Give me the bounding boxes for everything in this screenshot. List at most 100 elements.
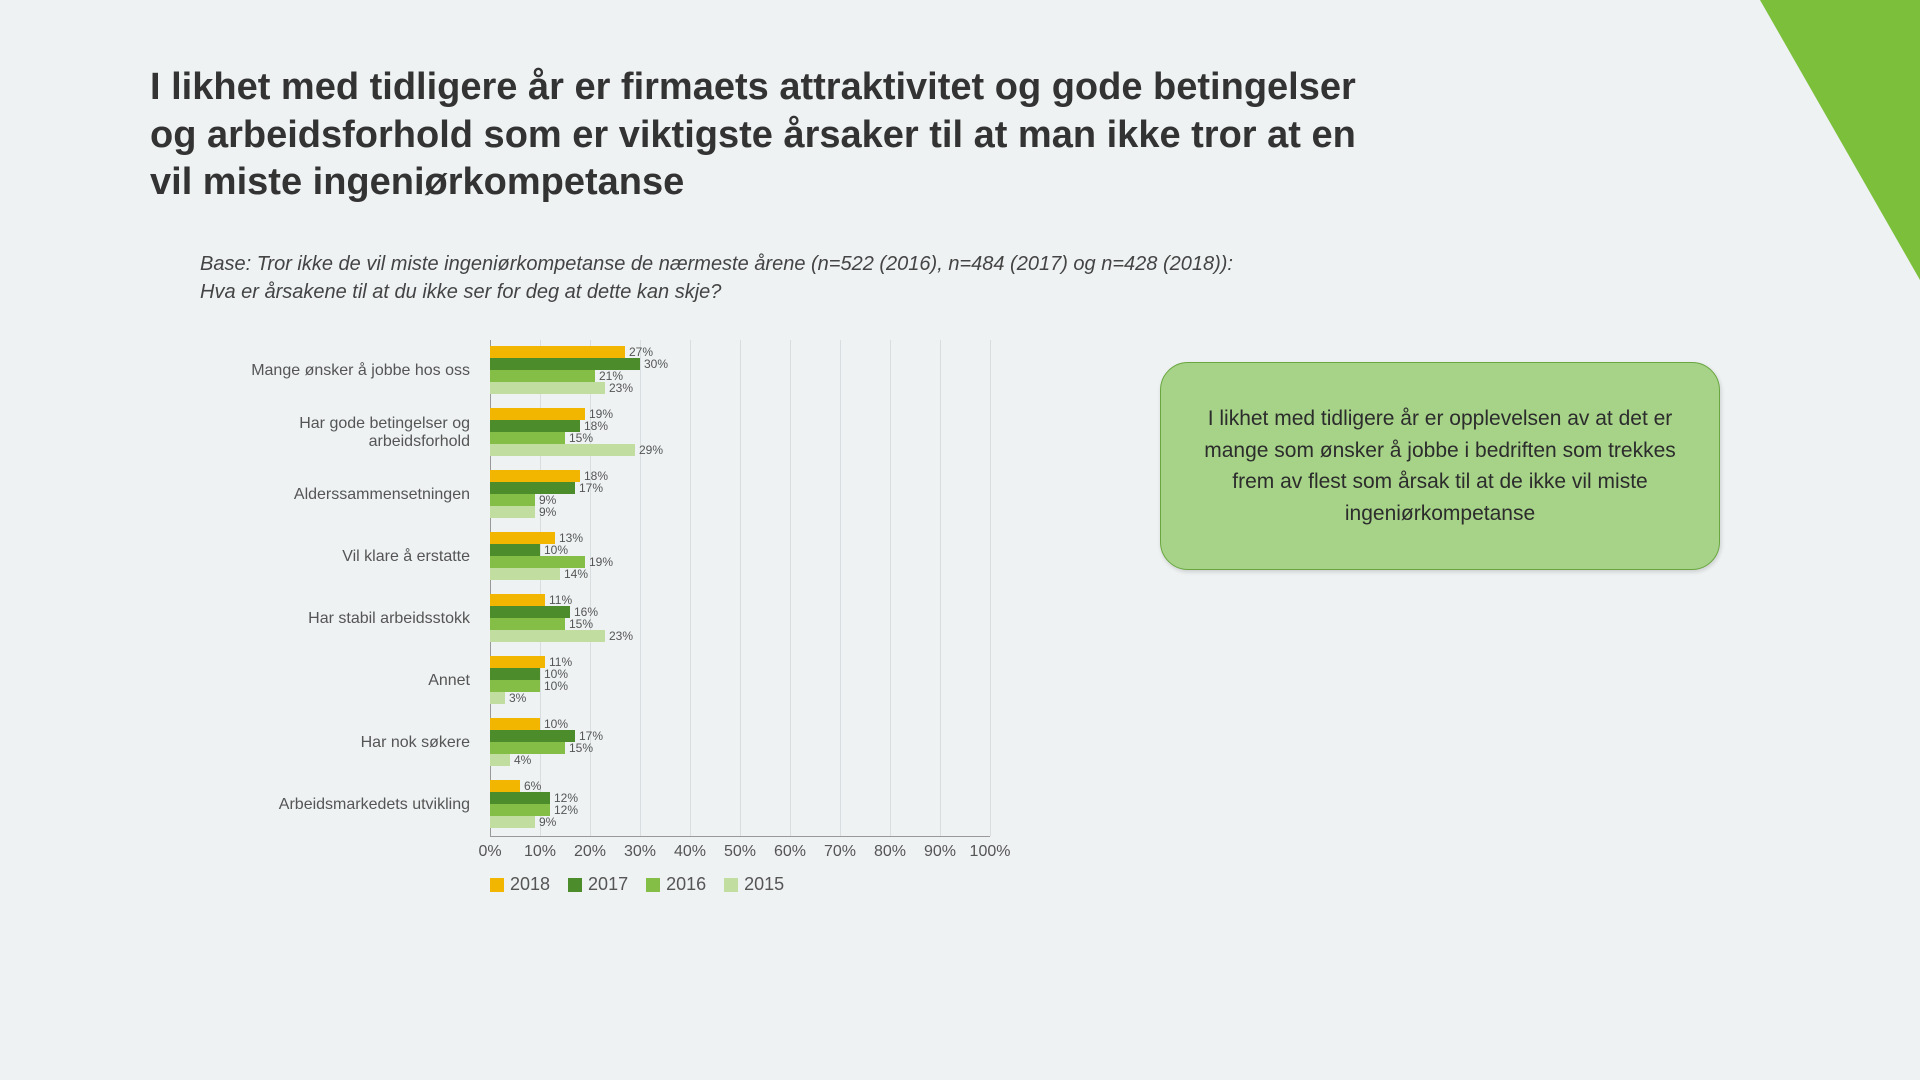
chart-legend-item: 2018	[490, 874, 550, 895]
chart-bar-value-label: 19%	[585, 555, 613, 569]
chart-bar-value-label: 15%	[565, 431, 593, 445]
chart-x-tick-label: 60%	[774, 843, 806, 861]
chart-category-group: Har stabil arbeidsstokk11%16%15%23%	[200, 588, 1020, 650]
chart-category-label: Vil klare å erstatte	[200, 548, 480, 566]
chart-bar: 11%	[490, 594, 545, 606]
chart-bar: 4%	[490, 754, 510, 766]
chart-bar-row: 12%	[490, 804, 990, 816]
chart-bar: 21%	[490, 370, 595, 382]
corner-accent-icon	[1760, 0, 1920, 280]
chart-category-group: Alderssammensetningen18%17%9%9%	[200, 464, 1020, 526]
chart-bar: 23%	[490, 382, 605, 394]
chart-bar: 14%	[490, 568, 560, 580]
chart-bar: 17%	[490, 482, 575, 494]
chart-bar-row: 30%	[490, 358, 990, 370]
chart-legend-swatch	[646, 878, 660, 892]
chart-bar-value-label: 14%	[560, 567, 588, 581]
chart-bar-row: 21%	[490, 370, 990, 382]
chart-bar: 19%	[490, 408, 585, 420]
chart-bar-value-label: 30%	[640, 357, 668, 371]
chart-x-tick-label: 10%	[524, 843, 556, 861]
chart-bar-value-label: 10%	[540, 543, 568, 557]
chart-legend-swatch	[724, 878, 738, 892]
chart-bar-group: 11%10%10%3%	[490, 656, 990, 704]
chart-bar: 16%	[490, 606, 570, 618]
chart-bar-row: 29%	[490, 444, 990, 456]
chart-bar: 9%	[490, 816, 535, 828]
chart-x-axis: 0%10%20%30%40%50%60%70%80%90%100%	[490, 836, 990, 837]
chart-bar-value-label: 10%	[540, 679, 568, 693]
chart-bar: 23%	[490, 630, 605, 642]
chart-x-tick-label: 50%	[724, 843, 756, 861]
chart-bar: 15%	[490, 432, 565, 444]
chart-subtitle: Base: Tror ikke de vil miste ingeniørkom…	[200, 250, 1250, 306]
chart-bar-value-label: 23%	[605, 381, 633, 395]
chart-bar-row: 23%	[490, 382, 990, 394]
chart-bar: 11%	[490, 656, 545, 668]
chart-bar-group: 13%10%19%14%	[490, 532, 990, 580]
chart-bar-row: 3%	[490, 692, 990, 704]
chart-bar-group: 27%30%21%23%	[490, 346, 990, 394]
chart-legend-label: 2015	[744, 874, 784, 894]
chart-category-group: Mange ønsker å jobbe hos oss27%30%21%23%	[200, 340, 1020, 402]
chart-legend-swatch	[568, 878, 582, 892]
chart-bar-group: 10%17%15%4%	[490, 718, 990, 766]
chart-category-label: Arbeidsmarkedets utvikling	[200, 796, 480, 814]
chart-bar-row: 15%	[490, 742, 990, 754]
chart-category-label: Mange ønsker å jobbe hos oss	[200, 362, 480, 380]
chart-category-label: Har nok søkere	[200, 734, 480, 752]
chart-legend-label: 2016	[666, 874, 706, 894]
chart-bar-value-label: 29%	[635, 443, 663, 457]
chart-category-label: Har gode betingelser og arbeidsforhold	[200, 415, 480, 451]
chart-legend-swatch	[490, 878, 504, 892]
chart-bar-value-label: 4%	[510, 753, 531, 767]
chart-category-group: Annet11%10%10%3%	[200, 650, 1020, 712]
chart-bar-row: 10%	[490, 680, 990, 692]
chart-x-tick-label: 0%	[478, 843, 501, 861]
chart-bar-value-label: 9%	[535, 815, 556, 829]
chart-bar-group: 18%17%9%9%	[490, 470, 990, 518]
chart-bar: 10%	[490, 544, 540, 556]
chart-bar-row: 18%	[490, 470, 990, 482]
chart-bar-row: 15%	[490, 432, 990, 444]
bar-chart: Mange ønsker å jobbe hos oss27%30%21%23%…	[200, 340, 1020, 926]
chart-legend-item: 2015	[724, 874, 784, 895]
chart-x-tick-label: 90%	[924, 843, 956, 861]
chart-legend-item: 2016	[646, 874, 706, 895]
chart-bar-row: 14%	[490, 568, 990, 580]
chart-bar-row: 27%	[490, 346, 990, 358]
chart-bar-row: 15%	[490, 618, 990, 630]
chart-legend-item: 2017	[568, 874, 628, 895]
chart-x-tick-label: 40%	[674, 843, 706, 861]
chart-x-tick-label: 80%	[874, 843, 906, 861]
chart-bar-value-label: 10%	[540, 717, 568, 731]
chart-category-group: Arbeidsmarkedets utvikling6%12%12%9%	[200, 774, 1020, 836]
chart-bar-value-label: 9%	[535, 505, 556, 519]
chart-legend-label: 2017	[588, 874, 628, 894]
page-title: I likhet med tidligere år er firmaets at…	[150, 64, 1400, 207]
chart-bar-value-label: 11%	[545, 593, 572, 607]
chart-category-group: Vil klare å erstatte13%10%19%14%	[200, 526, 1020, 588]
chart-bar: 10%	[490, 668, 540, 680]
chart-bar-value-label: 6%	[520, 779, 541, 793]
chart-bar-row: 19%	[490, 408, 990, 420]
chart-bar-value-label: 15%	[565, 741, 593, 755]
chart-bar-group: 19%18%15%29%	[490, 408, 990, 456]
chart-x-tick-label: 20%	[574, 843, 606, 861]
chart-bar-row: 10%	[490, 718, 990, 730]
chart-bar-row: 10%	[490, 544, 990, 556]
chart-bar-row: 9%	[490, 816, 990, 828]
chart-bar-row: 9%	[490, 494, 990, 506]
chart-legend-label: 2018	[510, 874, 550, 894]
chart-bar-group: 6%12%12%9%	[490, 780, 990, 828]
chart-category-label: Alderssammensetningen	[200, 486, 480, 504]
chart-bar-row: 9%	[490, 506, 990, 518]
chart-bar-value-label: 23%	[605, 629, 633, 643]
chart-x-tick-label: 70%	[824, 843, 856, 861]
chart-bar-value-label: 3%	[505, 691, 526, 705]
chart-bar-row: 11%	[490, 594, 990, 606]
chart-category-group: Har nok søkere10%17%15%4%	[200, 712, 1020, 774]
chart-bar: 6%	[490, 780, 520, 792]
chart-legend: 2018 2017 2016 2015	[490, 874, 802, 895]
chart-bar: 9%	[490, 506, 535, 518]
